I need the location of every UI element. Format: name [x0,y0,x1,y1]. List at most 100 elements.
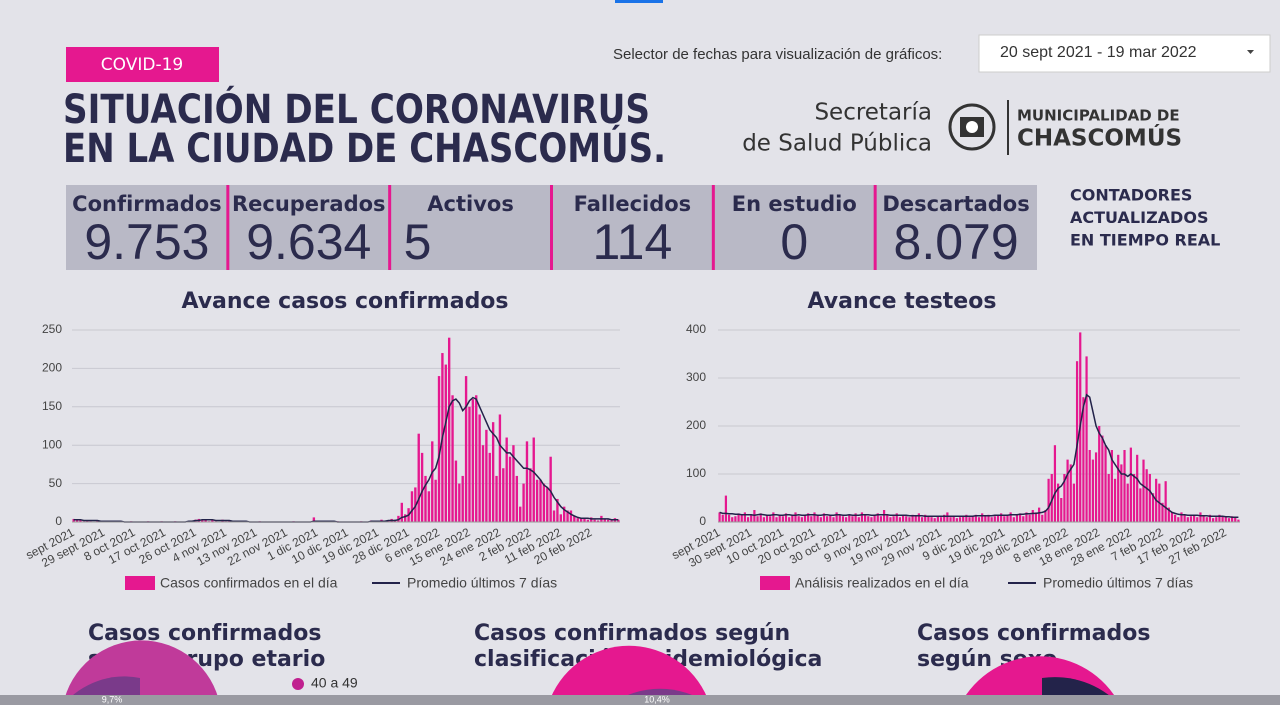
secretaria: Secretaría [814,100,932,126]
tag-box [66,47,219,82]
bar [1034,512,1038,522]
bar [529,468,532,522]
bar [807,513,810,522]
bar [1174,514,1177,522]
bar [794,512,797,522]
bar [563,506,566,522]
bar [1113,478,1117,522]
bar [781,516,784,522]
counter-divider [550,185,553,270]
y-tick-label: 0 [699,514,706,528]
bar [746,517,750,522]
bar [775,517,778,522]
pie-label: 9,7% [102,694,123,704]
bar [841,516,845,522]
counter-divider [388,185,392,270]
bar [788,517,791,522]
bar [876,513,879,522]
bar [721,514,724,522]
legend-dot [292,678,304,690]
bar [1186,517,1189,522]
bar [201,519,204,522]
bar [958,517,962,522]
bar [838,514,841,522]
bar [740,514,743,522]
bar [434,479,437,522]
bar [829,514,832,522]
bar [211,520,214,522]
legend-label: Casos confirmados en el día [160,575,338,591]
bar [1221,516,1224,522]
bar [1053,445,1057,522]
bar [579,518,583,522]
section-title: Casos confirmados [88,621,321,646]
bar [475,395,478,522]
bar [971,516,974,522]
date-range[interactable]: 20 sept 2021 - 19 mar 2022 [1000,44,1197,61]
legend-label: Promedio últimos 7 días [1043,575,1193,591]
bar [552,510,556,522]
bar [1215,517,1218,522]
bar [835,512,838,522]
bar [943,514,946,522]
bar [427,491,431,522]
bar [586,519,590,522]
bar [826,516,829,522]
bar [1196,517,1199,522]
bar [410,491,414,522]
bar [731,517,734,522]
bar [1041,514,1044,522]
dropdown-arrow[interactable] [1247,50,1254,54]
bar [1110,450,1113,522]
y-tick-label: 100 [686,466,706,480]
bar [454,460,458,522]
counter-label: Descartados [882,192,1029,216]
bar [1120,464,1123,522]
bar [1212,518,1215,522]
bar [939,517,943,522]
legend-swatch [125,576,155,590]
secretaria: de Salud Pública [742,131,932,157]
bar [539,479,542,522]
bar [488,452,491,522]
bar [996,514,1000,522]
bar [606,519,610,522]
date-selector[interactable] [978,34,1271,73]
bar [610,520,613,522]
bar [1148,474,1151,522]
bar [593,519,596,522]
bar [464,376,468,522]
bar [1123,450,1126,522]
bar [1104,445,1107,522]
title-line: SITUACIÓN DEL CORONAVIRUS [63,85,650,133]
counter-divider [873,185,877,270]
counter-label: Recuperados [232,192,386,216]
bar [566,510,569,522]
bar [461,475,464,522]
pies [63,640,1120,705]
bar [901,514,905,522]
bar [495,475,498,522]
bar [977,517,981,522]
title-line: EN LA CIUDAD DE CHASCOMÚS. [63,124,666,172]
bar [1088,450,1091,522]
bar [508,456,512,522]
bar [864,514,867,522]
y-tick-label: 300 [686,370,706,384]
bar [569,510,573,522]
tag: COVID-19 [101,55,183,75]
bar [822,513,826,522]
bar [898,517,902,522]
counter-note: CONTADORES [1070,186,1192,205]
bar [750,514,753,522]
bar [1047,478,1050,522]
bar [1094,452,1098,522]
bar [886,514,889,522]
counter-value: 5 [404,214,432,270]
bar [879,516,883,522]
bar [1038,507,1041,522]
legend-label: Promedio últimos 7 días [407,575,557,591]
bar [984,516,987,522]
bar [845,517,848,522]
